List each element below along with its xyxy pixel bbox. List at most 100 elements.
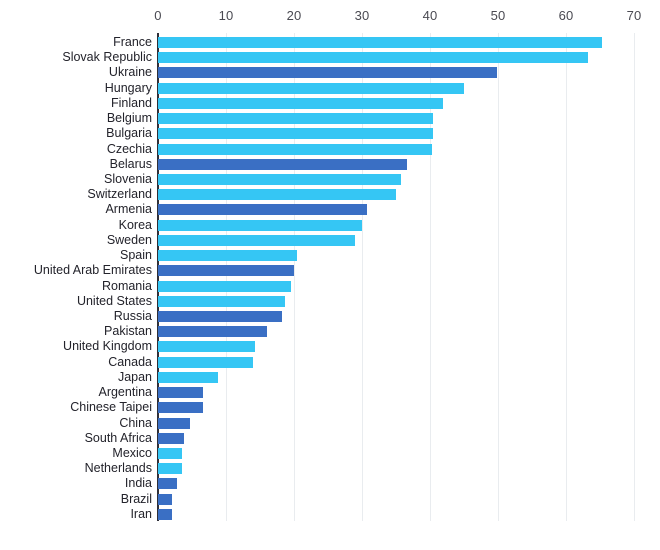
bar[interactable]	[158, 402, 203, 414]
bar-row: United Arab Emirates	[0, 263, 660, 278]
bar-row: Sweden	[0, 233, 660, 248]
category-label: France	[113, 35, 152, 49]
bar[interactable]	[158, 341, 256, 353]
bar[interactable]	[158, 463, 182, 475]
category-label: Belgium	[106, 111, 152, 126]
bar[interactable]	[158, 387, 203, 399]
x-tick-label-60: 60	[558, 8, 574, 23]
bar[interactable]	[158, 204, 367, 216]
bar-row: Belgium	[0, 111, 660, 126]
bar-row: Canada	[0, 355, 660, 370]
category-label: Slovak Republic	[62, 50, 152, 65]
x-tick-label-50: 50	[490, 8, 506, 23]
bar-row: Argentina	[0, 385, 660, 400]
bar-row: Russia	[0, 309, 660, 324]
gridline-60	[566, 33, 567, 521]
category-label: South Africa	[84, 430, 152, 445]
bar-row: South Africa	[0, 431, 660, 446]
category-label: Netherlands	[84, 461, 152, 476]
gridline-50	[498, 33, 499, 521]
bar-row: Spain	[0, 248, 660, 263]
bar[interactable]	[158, 173, 401, 185]
gridline-20	[294, 33, 295, 521]
category-label: Ukraine	[108, 65, 152, 80]
x-tick-label-70: 70	[626, 8, 642, 23]
bar[interactable]	[158, 67, 498, 79]
bar-row: Ukraine	[0, 65, 660, 80]
bar-row: Romania	[0, 279, 660, 294]
bar[interactable]	[158, 113, 433, 125]
category-label: Czechia	[106, 141, 152, 156]
bar[interactable]	[158, 310, 282, 322]
bar[interactable]	[158, 447, 182, 459]
bar[interactable]	[158, 189, 396, 201]
bar-row: Slovak Republic	[0, 50, 660, 65]
y-axis-line	[157, 33, 159, 521]
category-label: Korea	[118, 217, 152, 232]
category-label: Brazil	[120, 491, 152, 506]
bar[interactable]	[158, 52, 588, 64]
bar[interactable]	[158, 280, 291, 292]
bar[interactable]	[158, 326, 267, 338]
bar-row: Japan	[0, 370, 660, 385]
x-tick-label-0: 0	[154, 8, 162, 23]
bar[interactable]	[158, 478, 178, 490]
bar-row: United States	[0, 294, 660, 309]
bar-row: Belarus	[0, 157, 660, 172]
category-label: Sweden	[106, 232, 152, 247]
bar[interactable]	[158, 250, 297, 262]
bar[interactable]	[158, 265, 294, 277]
bar-row: Switzerland	[0, 187, 660, 202]
bar-row: Brazil	[0, 492, 660, 507]
category-label: Belarus	[109, 156, 152, 171]
category-label: Pakistan	[104, 324, 152, 339]
bar-row: Korea	[0, 218, 660, 233]
bar[interactable]	[158, 417, 190, 429]
category-label: Armenia	[105, 202, 152, 217]
bar[interactable]	[158, 158, 407, 170]
bar-row: Chinese Taipei	[0, 400, 660, 415]
x-tick-label-10: 10	[218, 8, 234, 23]
category-label: United States	[76, 293, 152, 308]
gridline-10	[226, 33, 227, 521]
category-label: Romania	[101, 278, 152, 293]
bar[interactable]	[158, 128, 433, 140]
bar[interactable]	[158, 356, 254, 368]
category-label: Slovenia	[104, 171, 152, 186]
bar-row: Iran	[0, 507, 660, 522]
bar-row: Armenia	[0, 202, 660, 217]
category-label: India	[124, 476, 152, 491]
gridline-30	[362, 33, 363, 521]
category-label: Argentina	[98, 385, 152, 400]
bar-row: Finland	[0, 96, 660, 111]
bar-row: Mexico	[0, 446, 660, 461]
category-label: Chinese Taipei	[70, 400, 152, 415]
bar[interactable]	[158, 97, 443, 109]
category-label: Japan	[117, 369, 152, 384]
gridline-40	[430, 33, 431, 521]
bar[interactable]	[158, 219, 362, 231]
category-label: Spain	[120, 248, 152, 263]
bar-row: Pakistan	[0, 324, 660, 339]
x-tick-label-20: 20	[286, 8, 302, 23]
bar-row: Netherlands	[0, 461, 660, 476]
category-label: United Arab Emirates	[33, 263, 152, 278]
bar[interactable]	[158, 508, 172, 520]
bar-row: United Kingdom	[0, 339, 660, 354]
bar-row: Czechia	[0, 142, 660, 157]
bar[interactable]	[158, 295, 286, 307]
bar[interactable]	[158, 37, 603, 48]
category-label: Iran	[130, 506, 152, 521]
bar-row: Bulgaria	[0, 126, 660, 141]
bar[interactable]	[158, 143, 433, 155]
bar[interactable]	[158, 432, 184, 444]
bar-row: Hungary	[0, 81, 660, 96]
bar-row: India	[0, 476, 660, 491]
category-label: Mexico	[112, 445, 152, 460]
bar[interactable]	[158, 234, 356, 246]
bar[interactable]	[158, 371, 218, 383]
bar[interactable]	[158, 82, 464, 94]
bar[interactable]	[158, 493, 172, 505]
gridline-70	[634, 33, 635, 521]
